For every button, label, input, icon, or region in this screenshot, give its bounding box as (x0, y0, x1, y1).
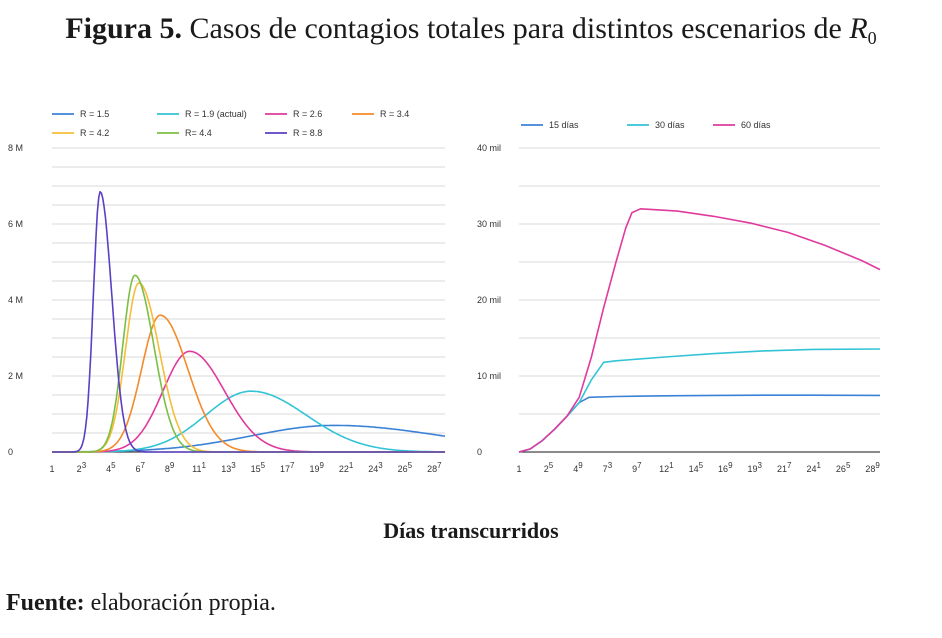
r0-symbol: R0 (849, 12, 877, 48)
legend-item: R = 4.2 (52, 128, 109, 138)
source-text: elaboración propia. (84, 590, 276, 616)
x-tick-label: 111 (192, 461, 206, 474)
legend-item: R = 1.9 (actual) (157, 109, 247, 119)
y-tick-label: 30 mil (477, 219, 501, 229)
x-tick-label: 243 (368, 461, 383, 474)
x-tick-label: 45 (106, 461, 116, 474)
x-tick-label: 169 (718, 461, 733, 474)
series-line (518, 208, 881, 453)
legend-label: R = 1.5 (80, 109, 109, 119)
chart-panel-2: 0 10 mil 20 mil 30 mil 40 mil 1 25 49 73 97 121 145… (477, 120, 880, 474)
legend-label: R = 4.2 (80, 128, 109, 138)
legend-label: R= 4.4 (185, 128, 212, 138)
legend-label: R = 1.9 (actual) (185, 109, 247, 119)
x-tick-label: 177 (280, 461, 295, 474)
x-tick-label: 121 (659, 461, 674, 474)
shared-x-axis-label: Días transcurridos (383, 518, 559, 543)
y-tick-label: 10 mil (477, 371, 501, 381)
x-tick-label: 241 (806, 461, 821, 474)
y-tick-label: 0 (8, 447, 13, 457)
x-tick-label: 1 (49, 464, 54, 474)
legend-item: R = 2.6 (265, 109, 322, 119)
x-tick-label: 265 (398, 461, 413, 474)
legend-label: 15 días (549, 120, 579, 130)
legend-label: 60 días (741, 120, 771, 130)
series-line (52, 190, 445, 453)
legend-item: R = 8.8 (265, 128, 322, 138)
x-tick-label: 67 (135, 461, 145, 474)
x-tick-label: 89 (165, 461, 175, 474)
legend-label: R = 2.6 (293, 109, 322, 119)
r-symbol: R (849, 12, 868, 45)
legend-item: 30 días (627, 120, 685, 130)
legend-label: R = 3.4 (380, 109, 409, 119)
legend-item: R = 3.4 (352, 109, 409, 119)
x-tick-label: 1 (516, 464, 521, 474)
legend-item: R = 1.5 (52, 109, 109, 119)
series-line (518, 348, 881, 453)
x-tick-label: 145 (689, 461, 704, 474)
y-tick-label: 0 (477, 447, 482, 457)
y-tick-label: 8 M (8, 143, 23, 153)
x-tick-label: 221 (339, 461, 354, 474)
x-tick-label: 49 (573, 461, 583, 474)
series-line (52, 274, 445, 453)
x-tick-label: 217 (777, 461, 792, 474)
legend-label: R = 8.8 (293, 128, 322, 138)
x-tick-label: 199 (309, 461, 324, 474)
x-tick-label: 289 (865, 461, 880, 474)
r-subscript: 0 (867, 28, 877, 48)
x-tick-label: 155 (251, 461, 266, 474)
source-label: Fuente: (6, 590, 85, 616)
y-tick-label: 6 M (8, 219, 23, 229)
source-note: Fuente: elaboración propia. (6, 590, 276, 617)
series-line (52, 390, 445, 453)
legend-item: 60 días (713, 120, 771, 130)
chart-panel-1: 0 2 M 4 M 6 M 8 M 1 23 45 67 89 111 133 155 177 199 221… (8, 109, 446, 474)
legend-item: R= 4.4 (157, 128, 212, 138)
x-tick-label: 193 (748, 461, 763, 474)
figure-label: Figura 5. (65, 12, 182, 45)
x-tick-label: 23 (77, 461, 87, 474)
figure-title: Figura 5. Casos de contagios totales par… (0, 12, 942, 49)
x-tick-label: 97 (632, 461, 642, 474)
y-tick-label: 2 M (8, 371, 23, 381)
x-tick-label: 25 (544, 461, 554, 474)
y-tick-label: 20 mil (477, 295, 501, 305)
x-tick-label: 265 (836, 461, 851, 474)
y-tick-label: 40 mil (477, 143, 501, 153)
y-tick-label: 4 M (8, 295, 23, 305)
x-tick-label: 133 (221, 461, 236, 474)
legend-item: 15 días (521, 120, 579, 130)
figure-caption: Casos de contagios totales para distinto… (189, 12, 842, 45)
x-tick-label: 73 (603, 461, 613, 474)
series-line (518, 394, 881, 453)
x-tick-label: 287 (427, 461, 442, 474)
legend-label: 30 días (655, 120, 685, 130)
